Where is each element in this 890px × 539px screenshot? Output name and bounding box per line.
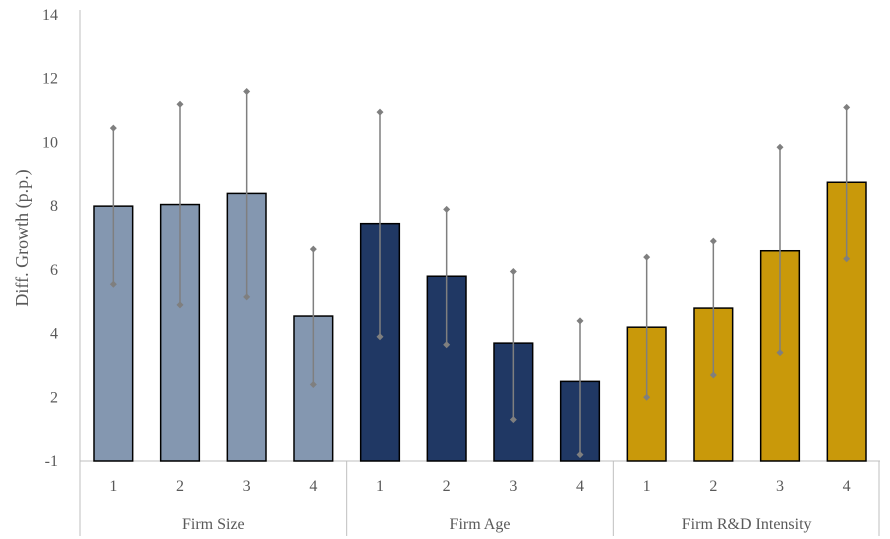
x-tick-label: 3 bbox=[776, 478, 784, 495]
x-tick-label: 3 bbox=[509, 478, 517, 495]
y-tick-label: -1 bbox=[45, 453, 58, 470]
group-dividers bbox=[79, 461, 880, 536]
error-bar-marker bbox=[376, 108, 384, 116]
y-tick-label: 10 bbox=[42, 134, 58, 151]
y-axis-title: Diff. Growth (p.p.) bbox=[12, 169, 33, 306]
x-tick-label: 4 bbox=[843, 478, 851, 495]
x-tick-label: 1 bbox=[109, 478, 117, 495]
y-axis-tick-labels: -1 2 4 6 8 10 12 14 bbox=[42, 7, 58, 470]
y-tick-label: 6 bbox=[50, 262, 58, 279]
error-bar-marker bbox=[309, 381, 317, 389]
x-tick-label: 1 bbox=[643, 478, 651, 495]
error-bar-marker bbox=[176, 301, 184, 309]
error-bar-marker bbox=[776, 349, 784, 357]
error-bar-marker bbox=[509, 416, 517, 424]
y-tick-label: 2 bbox=[50, 389, 58, 406]
error-bar-marker bbox=[109, 124, 117, 132]
error-bar-marker bbox=[243, 87, 251, 95]
error-bar-marker bbox=[509, 267, 517, 275]
error-bar-marker bbox=[243, 293, 251, 301]
group-label: Firm Size bbox=[182, 516, 245, 533]
x-tick-label: 2 bbox=[709, 478, 717, 495]
error-bar-marker bbox=[709, 371, 717, 379]
group-label: Firm Age bbox=[450, 516, 511, 533]
category-tick-labels: 1 2 3 4 1 2 3 4 1 2 3 4 bbox=[109, 478, 850, 495]
error-bar-marker bbox=[643, 393, 651, 401]
group-labels: Firm Size Firm Age Firm R&D Intensity bbox=[182, 516, 812, 533]
error-bar-marker bbox=[709, 237, 717, 245]
x-tick-label: 4 bbox=[576, 478, 584, 495]
x-tick-label: 1 bbox=[376, 478, 384, 495]
y-tick-label: 12 bbox=[42, 71, 58, 88]
y-tick-label: 8 bbox=[50, 198, 58, 215]
error-bars bbox=[109, 87, 851, 459]
error-bar-marker bbox=[843, 103, 851, 111]
error-bar-marker bbox=[576, 451, 584, 459]
x-tick-label: 2 bbox=[176, 478, 184, 495]
x-tick-label: 2 bbox=[443, 478, 451, 495]
group-label: Firm R&D Intensity bbox=[682, 516, 812, 533]
error-bar-marker bbox=[843, 255, 851, 263]
bars bbox=[93, 181, 867, 462]
error-bar-marker bbox=[443, 205, 451, 213]
error-bar-marker bbox=[576, 317, 584, 325]
error-bar-marker bbox=[309, 245, 317, 253]
y-tick-label: 14 bbox=[42, 7, 58, 24]
error-bar-marker bbox=[176, 100, 184, 108]
y-tick-label: 4 bbox=[50, 326, 58, 343]
error-bar-marker bbox=[109, 280, 117, 288]
error-bar-marker bbox=[643, 253, 651, 261]
x-tick-label: 3 bbox=[243, 478, 251, 495]
x-tick-label: 4 bbox=[309, 478, 317, 495]
error-bar-marker bbox=[776, 143, 784, 151]
error-bar-marker bbox=[443, 341, 451, 349]
error-bar-marker bbox=[376, 333, 384, 341]
